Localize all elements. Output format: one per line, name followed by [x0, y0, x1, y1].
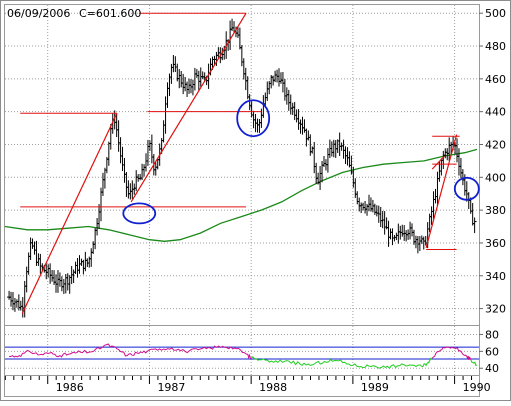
trend-line	[425, 134, 458, 249]
moving-average-line	[4, 148, 478, 242]
indicator-line	[470, 359, 478, 367]
indicator-tick-label: 40	[485, 362, 499, 375]
indicator-layer	[9, 343, 478, 370]
trend-line	[21, 113, 118, 314]
x-tick-label: 1989	[361, 381, 389, 394]
y-tick-label: 500	[485, 7, 506, 20]
y-tick-label: 400	[485, 171, 506, 184]
x-tick-labels: 1986 1987 1988 1989 1990	[4, 376, 491, 394]
price-bars-layer	[7, 18, 477, 318]
y-tick-label: 380	[485, 204, 506, 217]
annotation-layer	[20, 12, 480, 314]
x-axis-frame	[4, 375, 480, 397]
indicator-line	[431, 346, 472, 361]
highlight-circle	[236, 99, 271, 138]
y-tick-label: 440	[485, 106, 506, 119]
indicator-tick-label: 60	[485, 345, 499, 358]
indicator-line	[250, 356, 433, 370]
indicator-tick-label: 80	[485, 328, 499, 341]
highlight-circle	[122, 202, 157, 225]
y-tick-label: 420	[485, 138, 506, 151]
y-tick-label: 460	[485, 73, 506, 86]
x-tick-label: 1986	[56, 381, 84, 394]
header-date: 06/09/2006	[7, 7, 70, 20]
y-tick-labels: 320 340 360 380 400 420 440 460 480 500	[479, 7, 506, 316]
y-tick-label: 340	[485, 270, 506, 283]
indicator-line	[9, 343, 252, 360]
highlight-circle	[453, 176, 480, 201]
indicator-tick-labels: 40 60 80	[479, 328, 499, 375]
trend-line	[130, 12, 247, 203]
x-tick-label: 1990	[463, 381, 491, 394]
y-tick-label: 320	[485, 303, 506, 316]
trend-line	[431, 155, 445, 170]
y-tick-label: 480	[485, 40, 506, 53]
header-close: C=601.600	[79, 7, 141, 20]
moving-average-layer	[4, 148, 478, 242]
ohlc-bar	[472, 217, 477, 234]
y-tick-label: 360	[485, 237, 506, 250]
x-tick-label: 1987	[157, 381, 185, 394]
x-tick-label: 1988	[259, 381, 287, 394]
